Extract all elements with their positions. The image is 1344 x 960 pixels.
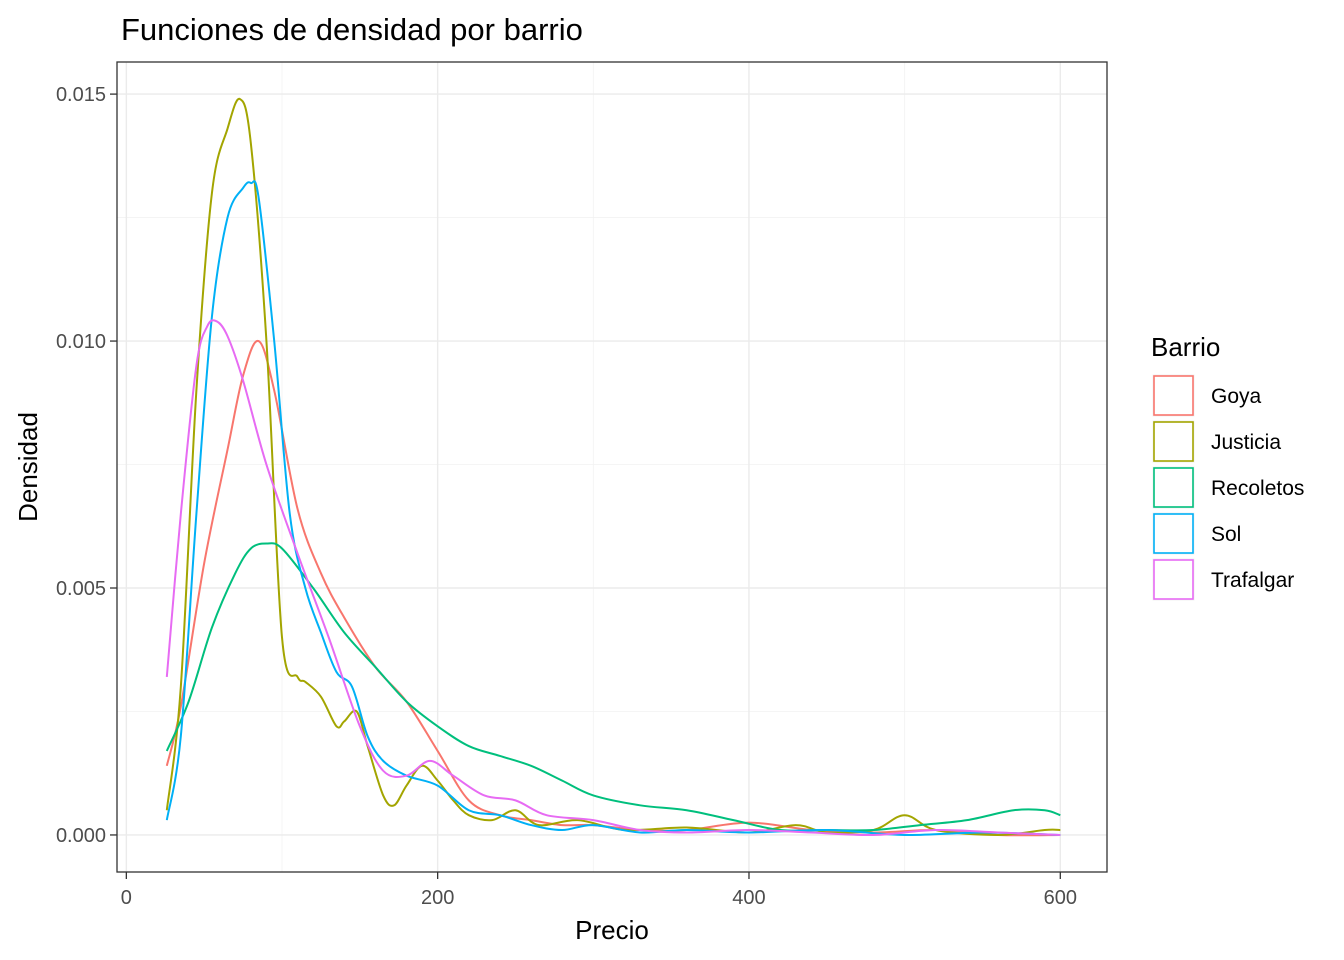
legend-key-trafalgar xyxy=(1153,559,1194,600)
legend-key-bg xyxy=(1152,558,1195,601)
legend-label: Recoletos xyxy=(1211,477,1304,500)
series-line-sol xyxy=(165,180,1061,836)
plot-panel xyxy=(117,62,1107,872)
y-tick-label: 0.015 xyxy=(56,84,106,106)
x-tick-label: 200 xyxy=(421,887,454,909)
series-line-recoletos xyxy=(165,542,1061,832)
x-tick-label: 0 xyxy=(121,887,132,909)
series-lines xyxy=(165,97,1061,837)
legend-key-recoletos xyxy=(1153,467,1194,508)
x-tick-label: 400 xyxy=(732,887,765,909)
grid-major xyxy=(117,62,1107,872)
chart-title: Funciones de densidad por barrio xyxy=(121,12,583,47)
y-axis-title: Densidad xyxy=(13,412,43,522)
legend-key-bg xyxy=(1152,374,1195,417)
legend-key-bg xyxy=(1152,512,1195,555)
x-tick-label: 600 xyxy=(1044,887,1077,909)
legend-key-bg xyxy=(1152,466,1195,509)
legend-key-bg xyxy=(1152,420,1195,463)
legend-title: Barrio xyxy=(1151,332,1220,362)
series-line-trafalgar xyxy=(165,319,1061,837)
series-line-justicia xyxy=(165,97,1061,836)
legend-label: Trafalgar xyxy=(1211,569,1294,592)
y-tick-label: 0.005 xyxy=(56,578,106,600)
legend-label: Goya xyxy=(1211,385,1262,408)
plot-border xyxy=(116,61,1108,873)
y-axis: 0.000 0.005 0.010 0.015 xyxy=(56,84,117,847)
series-line-goya xyxy=(165,340,1061,837)
legend-label: Sol xyxy=(1211,523,1241,546)
y-tick-label: 0.010 xyxy=(56,331,106,353)
y-tick-label: 0.000 xyxy=(56,825,106,847)
x-axis: 0 200 400 600 xyxy=(121,872,1077,909)
legend-key-justicia xyxy=(1153,421,1194,462)
grid-minor xyxy=(117,62,1107,872)
legend-label: Justicia xyxy=(1211,431,1281,454)
x-axis-title: Precio xyxy=(575,915,649,945)
legend-key-sol xyxy=(1153,513,1194,554)
legend: Barrio Goya Justicia Recoletos Sol Trafalgar xyxy=(1151,332,1304,601)
legend-key-goya xyxy=(1153,375,1194,416)
